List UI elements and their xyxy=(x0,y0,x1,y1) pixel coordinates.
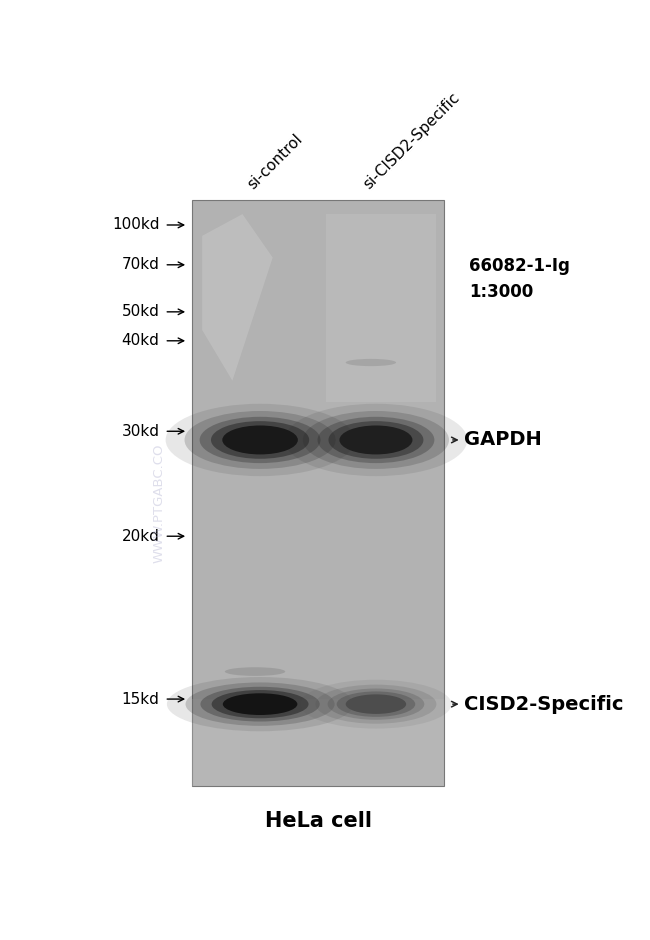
Text: 66082-1-Ig
1:3000: 66082-1-Ig 1:3000 xyxy=(469,257,570,302)
Text: 30kd: 30kd xyxy=(122,424,159,439)
Ellipse shape xyxy=(346,695,406,713)
Ellipse shape xyxy=(346,359,396,367)
Ellipse shape xyxy=(300,680,452,728)
Text: 20kd: 20kd xyxy=(122,528,159,543)
Text: HeLa cell: HeLa cell xyxy=(265,811,372,831)
Polygon shape xyxy=(202,214,273,381)
Bar xyxy=(326,214,436,402)
Text: 70kd: 70kd xyxy=(122,258,159,273)
Ellipse shape xyxy=(222,426,298,454)
Ellipse shape xyxy=(166,404,354,477)
Ellipse shape xyxy=(339,426,413,454)
Bar xyxy=(192,699,444,786)
Text: CISD2-Specific: CISD2-Specific xyxy=(464,695,623,713)
Text: WWW.PTGABC.CO: WWW.PTGABC.CO xyxy=(153,444,166,563)
Ellipse shape xyxy=(223,694,297,715)
Text: 50kd: 50kd xyxy=(122,305,159,320)
Ellipse shape xyxy=(185,682,335,726)
Text: 40kd: 40kd xyxy=(122,334,159,349)
Bar xyxy=(192,199,444,786)
Ellipse shape xyxy=(317,416,434,463)
Text: si-control: si-control xyxy=(244,132,305,193)
Text: GAPDH: GAPDH xyxy=(464,431,542,449)
Ellipse shape xyxy=(211,421,309,459)
Ellipse shape xyxy=(167,677,354,731)
Ellipse shape xyxy=(200,687,320,722)
Text: 15kd: 15kd xyxy=(122,692,159,707)
Ellipse shape xyxy=(225,667,285,676)
Ellipse shape xyxy=(337,692,415,717)
Ellipse shape xyxy=(285,404,467,477)
Ellipse shape xyxy=(328,688,424,720)
Text: 100kd: 100kd xyxy=(112,217,159,232)
Ellipse shape xyxy=(315,684,436,724)
Ellipse shape xyxy=(328,421,423,459)
Ellipse shape xyxy=(212,690,309,718)
Ellipse shape xyxy=(303,411,449,469)
Text: si-CISD2-Specific: si-CISD2-Specific xyxy=(360,90,462,193)
Ellipse shape xyxy=(185,411,335,469)
Ellipse shape xyxy=(200,416,320,463)
